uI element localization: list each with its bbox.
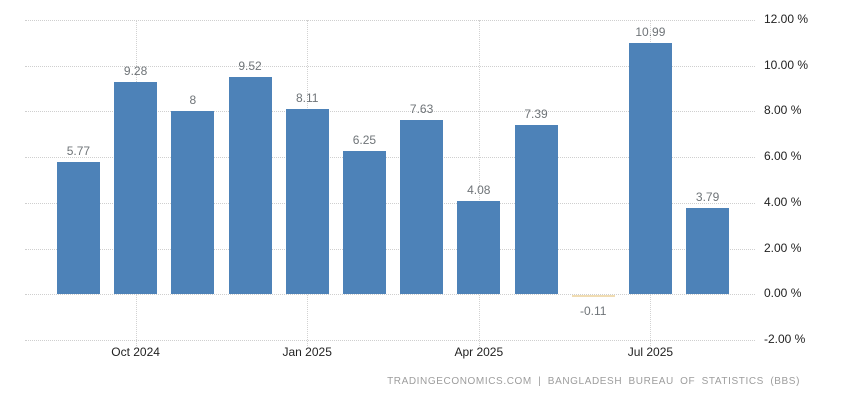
bar-feb-2025 bbox=[342, 151, 386, 295]
bar-mar-2025 bbox=[400, 119, 444, 295]
y-axis-tick-label: 0.00 % bbox=[764, 286, 802, 301]
bar-value-label: 6.25 bbox=[352, 133, 377, 148]
x-axis-tick-label: Jul 2025 bbox=[627, 345, 674, 359]
bar-value-label: 4.08 bbox=[467, 183, 491, 197]
bar-value-label: 8.11 bbox=[295, 90, 319, 105]
y-gridline bbox=[25, 202, 755, 204]
y-axis-tick-label: 12.00 % bbox=[764, 12, 809, 26]
bar-apr-2025 bbox=[457, 201, 501, 295]
y-gridline bbox=[25, 294, 755, 296]
y-gridline bbox=[25, 157, 755, 159]
y-axis-tick-label: 4.00 % bbox=[764, 194, 802, 209]
bar-oct-2024 bbox=[114, 82, 158, 295]
bar-value-label: 8 bbox=[189, 93, 197, 108]
bar-jul-2025 bbox=[628, 43, 672, 295]
bar-value-label: 10.99 bbox=[635, 25, 666, 40]
bar-dec-2024 bbox=[228, 76, 272, 295]
x-axis-tick-label: Jan 2025 bbox=[282, 345, 332, 359]
bar-value-label: 7.63 bbox=[409, 101, 434, 116]
bar-value-label: 3.79 bbox=[695, 189, 720, 204]
y-gridline bbox=[25, 248, 755, 250]
y-gridline bbox=[25, 65, 755, 67]
bar-may-2025 bbox=[514, 125, 558, 295]
y-axis-tick-label: -2.00 % bbox=[764, 332, 806, 346]
bar-sep-2024 bbox=[56, 162, 100, 295]
x-gridline bbox=[478, 20, 480, 346]
y-gridline bbox=[25, 20, 755, 21]
y-axis-tick-label: 10.00 % bbox=[764, 57, 809, 72]
bar-jun-2025 bbox=[571, 294, 615, 298]
bar-value-label: -0.11 bbox=[579, 303, 607, 318]
y-axis-tick-label: 8.00 % bbox=[764, 103, 802, 118]
bar-value-label: 9.28 bbox=[123, 64, 148, 79]
bar-aug-2025 bbox=[686, 207, 730, 295]
x-axis-tick-label: Apr 2025 bbox=[454, 345, 504, 359]
y-axis-tick-label: 6.00 % bbox=[764, 149, 802, 164]
y-gridline bbox=[25, 340, 755, 341]
bar-value-label: 9.52 bbox=[238, 58, 262, 73]
bar-value-label: 5.77 bbox=[66, 144, 91, 159]
bar-jan-2025 bbox=[285, 108, 329, 295]
x-axis-tick-label: Oct 2024 bbox=[111, 345, 160, 359]
attribution-text: TRADINGECONOMICS.COM | BANGLADESH BUREAU… bbox=[387, 376, 800, 387]
y-axis-tick-label: 2.00 % bbox=[764, 240, 802, 255]
y-gridline bbox=[25, 111, 755, 113]
bar-value-label: 7.39 bbox=[524, 107, 548, 122]
bar-nov-2024 bbox=[171, 111, 215, 295]
